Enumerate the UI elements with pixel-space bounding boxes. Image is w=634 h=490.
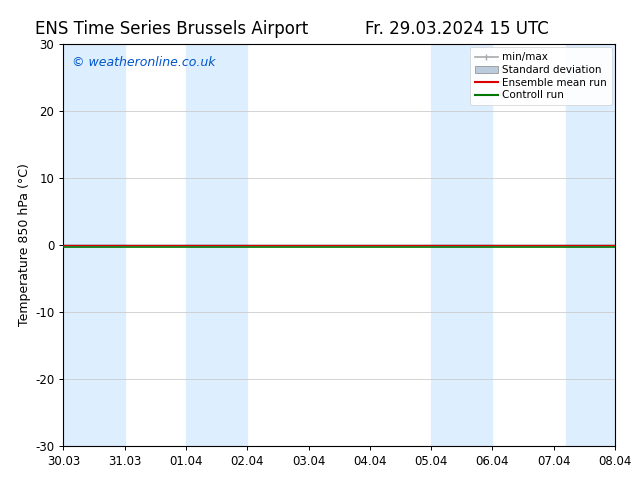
Bar	[186, 44, 247, 446]
Bar	[63, 44, 125, 446]
Bar	[431, 44, 493, 446]
Text: Fr. 29.03.2024 15 UTC: Fr. 29.03.2024 15 UTC	[365, 20, 548, 38]
Y-axis label: Temperature 850 hPa (°C): Temperature 850 hPa (°C)	[18, 164, 31, 326]
Text: ENS Time Series Brussels Airport: ENS Time Series Brussels Airport	[35, 20, 307, 38]
Bar	[566, 44, 615, 446]
Legend: min/max, Standard deviation, Ensemble mean run, Controll run: min/max, Standard deviation, Ensemble me…	[470, 47, 612, 105]
Text: © weatheronline.co.uk: © weatheronline.co.uk	[72, 56, 215, 69]
